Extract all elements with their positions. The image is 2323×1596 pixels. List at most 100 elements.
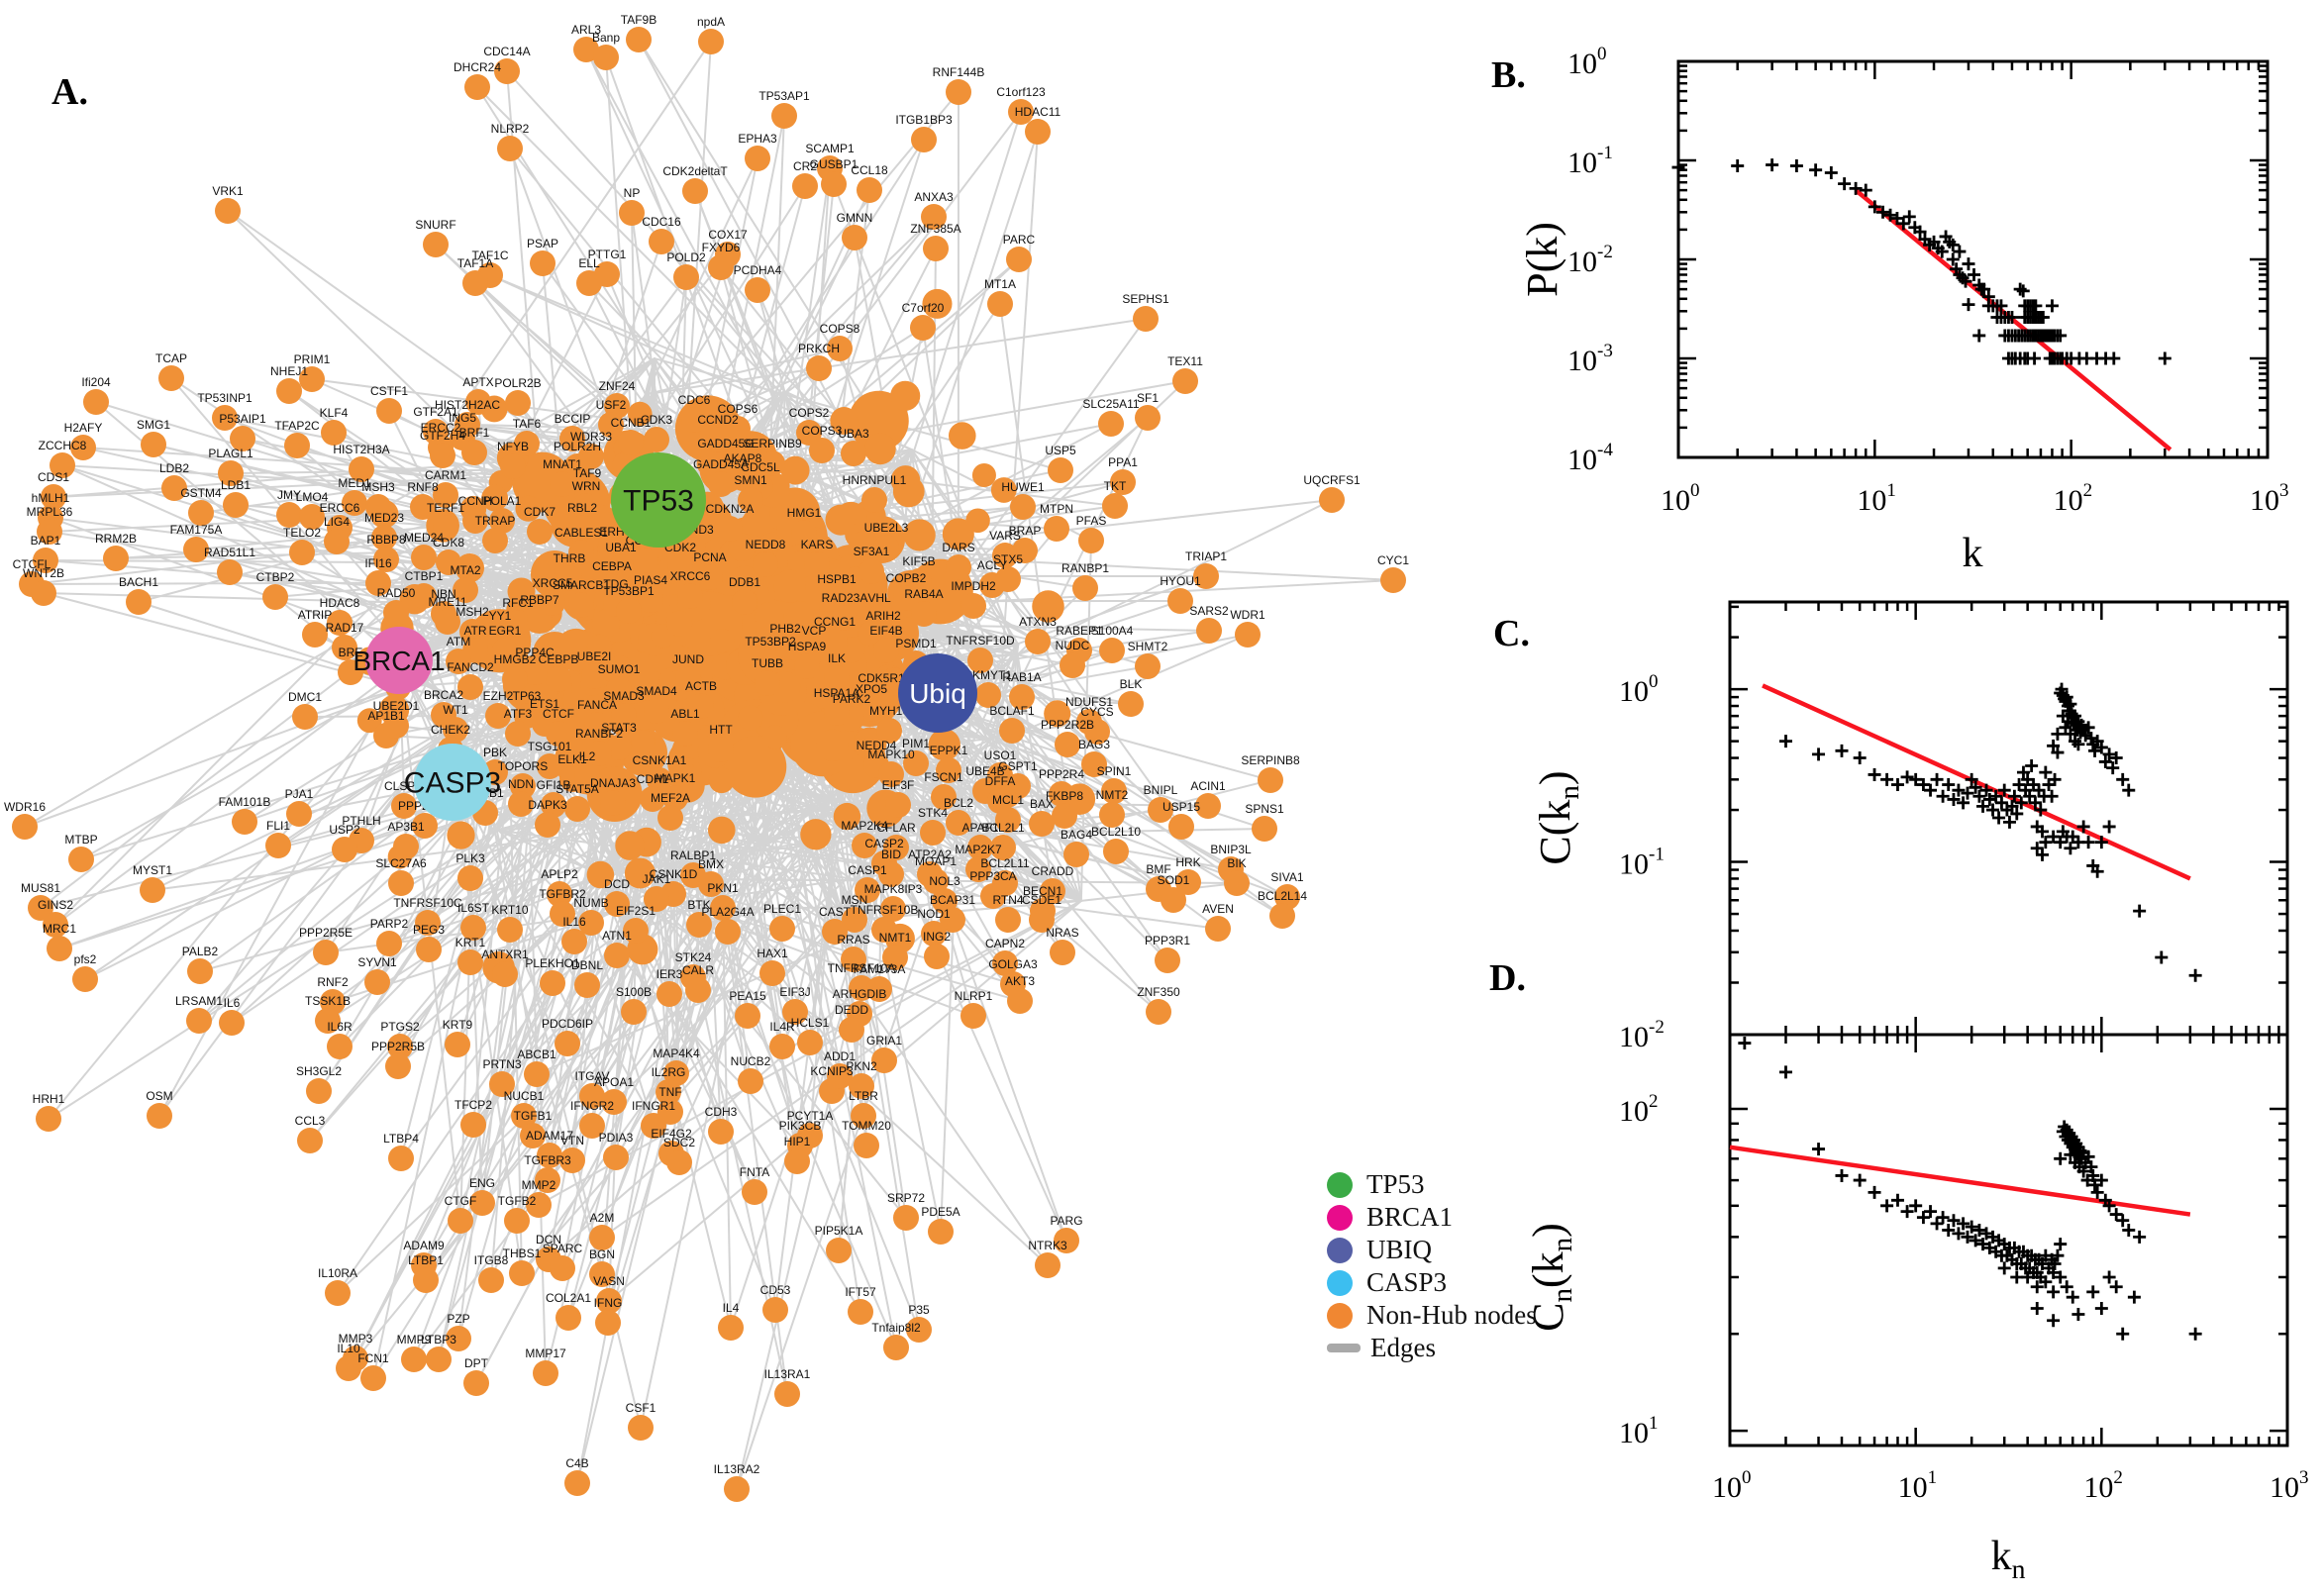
network-node-label: UBE2D1 — [373, 699, 420, 713]
legend-label: UBIQ — [1366, 1235, 1432, 1264]
network-node-label: AKT3 — [1005, 974, 1035, 988]
network-node — [541, 792, 566, 818]
tick-label: 10-1 — [1619, 845, 1665, 881]
tick-label: 10-1 — [1567, 143, 1613, 179]
network-node — [37, 519, 62, 545]
network-node — [338, 659, 363, 685]
network-node — [388, 870, 414, 896]
network-node — [564, 1470, 590, 1496]
network-node — [842, 225, 867, 250]
network-node — [502, 666, 528, 692]
network-node — [644, 886, 669, 912]
network-node-label: PKMYT1 — [964, 668, 1012, 682]
network-node-label: HSPA1A — [814, 686, 859, 700]
network-node — [657, 805, 683, 831]
network-node-label: XPO5 — [856, 682, 887, 696]
network-node — [1040, 878, 1065, 904]
network-node — [217, 559, 243, 585]
network-node — [464, 74, 490, 100]
network-node — [433, 482, 458, 508]
network-node-label: KRT1 — [455, 936, 486, 949]
network-node — [505, 721, 531, 747]
network-node — [325, 1280, 351, 1306]
network-node-label: MTPN — [1040, 502, 1073, 516]
network-node-label: YY1 — [489, 609, 512, 623]
network-node — [41, 484, 66, 510]
network-node-label: FANCD2 — [447, 660, 494, 674]
network-node — [568, 540, 594, 565]
network-node — [965, 856, 991, 882]
network-node-label: RNF8 — [407, 480, 439, 494]
network-node-label: SEPHS1 — [1122, 292, 1169, 306]
network-node — [667, 554, 693, 580]
network-node-label: PPA1 — [1108, 455, 1138, 469]
network-node-label: CDKN2A — [706, 502, 755, 516]
network-node — [489, 1071, 515, 1097]
network-node — [1110, 469, 1136, 495]
network-node-label: ZNF385A — [910, 222, 960, 236]
network-node — [526, 1192, 552, 1218]
network-node-label: COPS8 — [820, 322, 860, 336]
network-node-label: CARM1 — [425, 468, 466, 482]
network-node-label: EIF4G2 — [651, 1127, 692, 1141]
network-node — [995, 807, 1021, 833]
network-node-label: ARIH2 — [865, 609, 901, 623]
network-node — [559, 1147, 585, 1173]
network-node — [644, 427, 669, 452]
network-node-label: MT1A — [984, 277, 1016, 291]
network-node — [573, 37, 599, 62]
axis-ticks — [1728, 1035, 2289, 1447]
network-node-label: ACIN1 — [1190, 779, 1226, 793]
network-node — [705, 427, 731, 452]
network-node-label: ETS1 — [530, 697, 559, 711]
network-node-label: ING2 — [923, 930, 951, 944]
network-node — [596, 1288, 622, 1314]
tick-label: 102 — [2083, 1467, 2123, 1504]
network-node-label: AKAP8 — [724, 451, 762, 465]
network-node-label: DMC1 — [288, 690, 322, 704]
network-node — [595, 1310, 621, 1336]
network-node-label: CHEK2 — [431, 723, 470, 737]
network-node — [921, 921, 947, 947]
hub-label: Ubiq — [909, 678, 966, 709]
network-node — [1380, 567, 1406, 593]
network-node — [628, 1415, 654, 1441]
network-node — [574, 763, 600, 789]
network-node — [186, 1008, 212, 1034]
network-node — [713, 450, 739, 476]
network-node-label: SLC27A6 — [375, 856, 427, 870]
network-node — [842, 907, 867, 933]
network-node — [1025, 119, 1051, 145]
network-node-label: KARS — [801, 538, 834, 551]
network-node — [745, 277, 770, 303]
network-node-label: RBBP7 — [520, 593, 559, 607]
network-node-label: COPB2 — [886, 571, 927, 585]
network-node — [579, 1113, 605, 1139]
network-node-label: PARG — [1050, 1214, 1082, 1228]
network-node — [708, 1119, 734, 1145]
network-node-label: CD53 — [760, 1283, 791, 1297]
network-node-label: KLF4 — [320, 406, 349, 420]
network-node-label: CCND2 — [697, 413, 739, 427]
network-node — [332, 635, 357, 660]
network-node-label: PEG3 — [413, 923, 445, 937]
network-node-label: NLRP2 — [491, 122, 530, 136]
network-node-label: EIF2S1 — [616, 904, 656, 918]
network-node — [878, 861, 904, 887]
network-node-label: GINS2 — [38, 898, 73, 912]
axis-label: k — [1963, 531, 1983, 576]
network-node-label: IL4R — [769, 1020, 795, 1034]
network-node-label: MAPK1 — [656, 771, 696, 785]
network-node — [920, 820, 946, 846]
network-node-label: GADD45A — [693, 457, 749, 471]
network-node — [878, 761, 904, 787]
network-node-label: CDC16 — [642, 215, 681, 229]
network-node-label: FSCN1 — [924, 770, 963, 784]
network-node-label: NLRP1 — [955, 989, 993, 1003]
network-node — [1172, 368, 1198, 394]
network-nodes — [12, 27, 1406, 1502]
network-node-label: CEBPB — [539, 652, 579, 666]
tick-label: 102 — [1619, 1091, 1659, 1128]
